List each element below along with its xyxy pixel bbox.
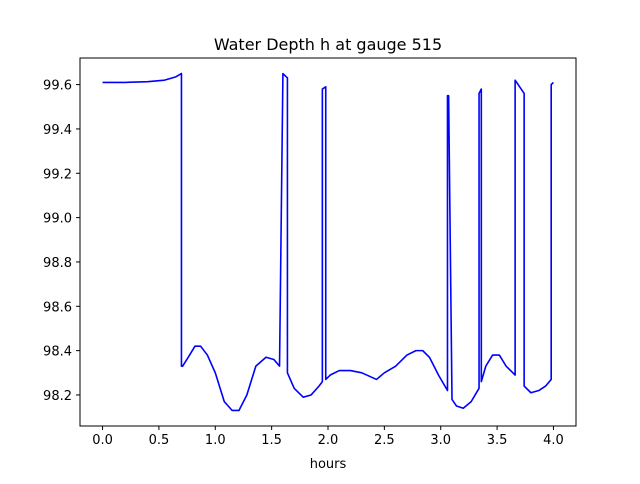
x-tick-label: 3.0 (430, 433, 451, 448)
y-tick-label: 99.4 (43, 123, 72, 138)
x-tick-label: 1.0 (205, 433, 226, 448)
plot-frame (79, 57, 577, 427)
axis-ticks-layer: 0.0 0.5 1.0 1.5 2.0 2.5 3.0 3.5 4.0 98.2 98.4 98.6 9… (43, 79, 564, 448)
y-tick-label: 98.8 (43, 256, 72, 271)
y-tick-label: 99.6 (43, 79, 72, 94)
series-line-0 (102, 72, 555, 412)
x-tick-label: 1.5 (261, 433, 282, 448)
x-tick-label: 3.5 (487, 433, 508, 448)
y-tick-label: 98.2 (43, 389, 72, 404)
x-tick-label: 4.0 (543, 433, 564, 448)
x-axis-label: hours (310, 457, 347, 472)
y-tick-label: 98.6 (43, 300, 72, 315)
chart-title: Water Depth h at gauge 515 (214, 35, 442, 54)
plot-line-layer (102, 72, 555, 412)
y-tick-label: 98.4 (43, 345, 72, 360)
y-tick-label: 99.0 (43, 212, 72, 227)
x-tick-label: 2.0 (318, 433, 339, 448)
y-tick-label: 99.2 (43, 167, 72, 182)
x-tick-label: 0.5 (149, 433, 170, 448)
x-tick-label: 2.5 (374, 433, 395, 448)
x-tick-label: 0.0 (92, 433, 113, 448)
